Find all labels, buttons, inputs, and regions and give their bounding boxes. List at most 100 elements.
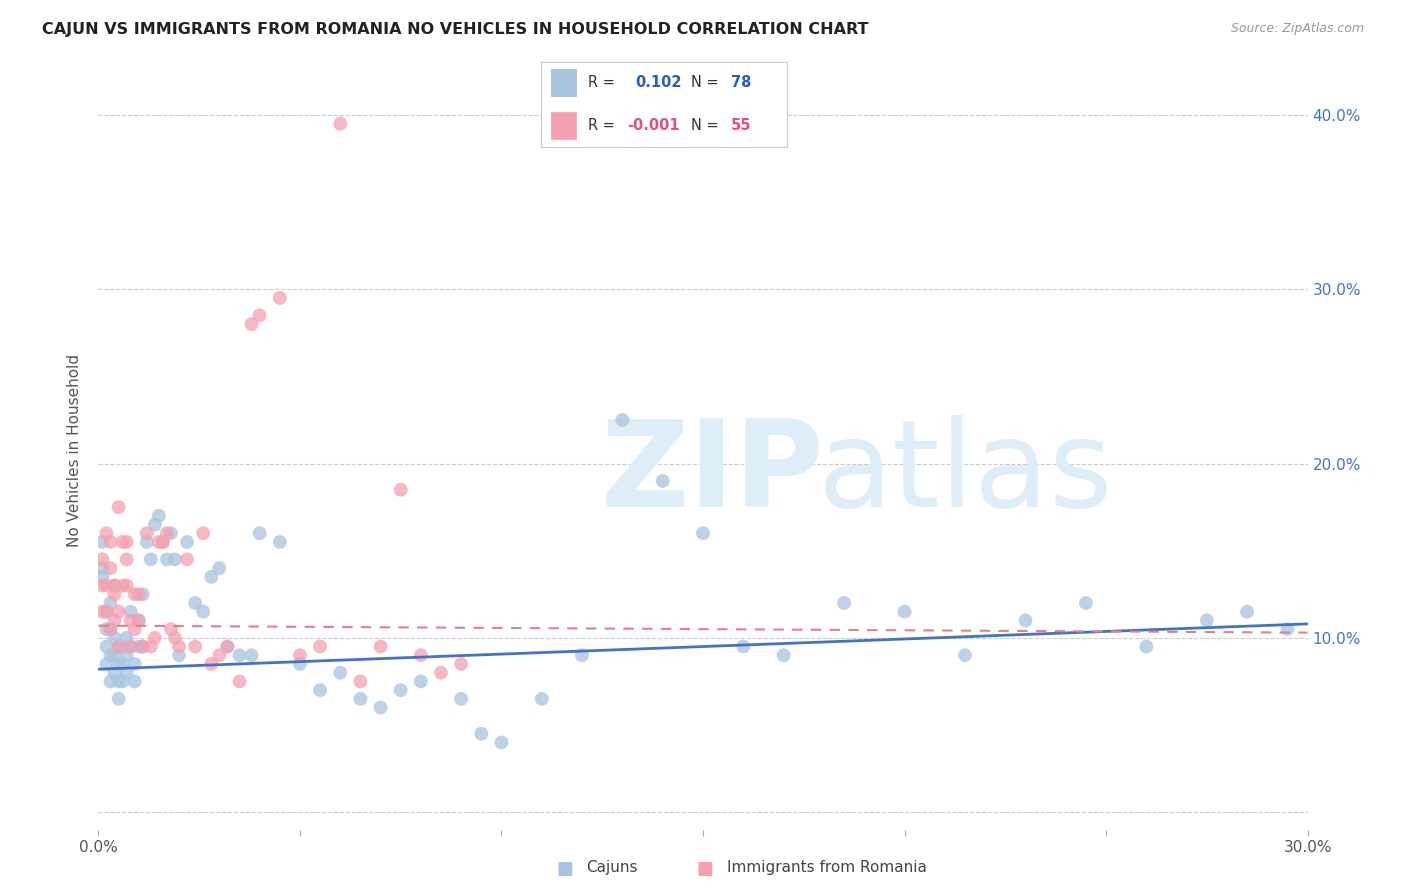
Point	[100, 622, 122, 636]
Point	[128, 614, 150, 628]
Point	[100, 561, 122, 575]
Point	[143, 517, 166, 532]
Point	[240, 648, 263, 663]
Point	[135, 526, 157, 541]
Point	[111, 640, 134, 654]
Point	[176, 535, 198, 549]
Point	[96, 605, 118, 619]
Point	[124, 587, 146, 601]
Point	[349, 691, 371, 706]
Point	[160, 622, 183, 636]
Text: atlas: atlas	[818, 415, 1114, 532]
Point	[120, 605, 142, 619]
Point	[107, 640, 129, 654]
Point	[100, 622, 122, 636]
Text: Immigrants from Romania: Immigrants from Romania	[727, 860, 927, 874]
Point	[217, 640, 239, 654]
Point	[370, 700, 392, 714]
Text: R =: R =	[588, 118, 614, 133]
Point	[249, 526, 271, 541]
Point	[409, 648, 432, 663]
Point	[96, 578, 118, 592]
Point	[470, 727, 492, 741]
Point	[103, 578, 125, 592]
Point	[772, 648, 794, 663]
Point	[107, 605, 129, 619]
Point	[115, 535, 138, 549]
Point	[1195, 614, 1218, 628]
Point	[115, 631, 138, 645]
Point	[135, 535, 157, 549]
Point	[530, 691, 553, 706]
Text: 55: 55	[731, 118, 751, 133]
Point	[103, 578, 125, 592]
Point	[288, 657, 311, 671]
Point	[107, 691, 129, 706]
Point	[163, 552, 186, 566]
Point	[1236, 605, 1258, 619]
Point	[1135, 640, 1157, 654]
Text: R =: R =	[588, 75, 614, 90]
Point	[167, 648, 190, 663]
Point	[103, 614, 125, 628]
Text: 0.102: 0.102	[636, 75, 682, 90]
Point	[832, 596, 855, 610]
Text: ZIP: ZIP	[600, 415, 824, 532]
Point	[450, 657, 472, 671]
Text: 78: 78	[731, 75, 751, 90]
Point	[120, 640, 142, 654]
Point	[692, 526, 714, 541]
Point	[120, 640, 142, 654]
Point	[132, 587, 155, 601]
Point	[103, 587, 125, 601]
Point	[893, 605, 915, 619]
Point	[91, 561, 114, 575]
Point	[124, 657, 146, 671]
Point	[124, 674, 146, 689]
Point	[100, 535, 122, 549]
Point	[389, 483, 412, 497]
Text: N =: N =	[692, 118, 718, 133]
Point	[91, 578, 114, 592]
Point	[115, 552, 138, 566]
Y-axis label: No Vehicles in Household: No Vehicles in Household	[67, 354, 83, 547]
Point	[733, 640, 755, 654]
Point	[450, 691, 472, 706]
Point	[249, 309, 271, 323]
Point	[111, 674, 134, 689]
Point	[217, 640, 239, 654]
Point	[612, 413, 634, 427]
Point	[491, 735, 513, 749]
Point	[96, 640, 118, 654]
Point	[91, 605, 114, 619]
Point	[184, 596, 207, 610]
Point	[240, 317, 263, 331]
Point	[111, 578, 134, 592]
Point	[128, 640, 150, 654]
Point	[100, 648, 122, 663]
Point	[309, 683, 332, 698]
Point	[1074, 596, 1097, 610]
Point	[1277, 622, 1299, 636]
Point	[143, 631, 166, 645]
Point	[100, 596, 122, 610]
Point	[96, 622, 118, 636]
Point	[269, 291, 291, 305]
Point	[184, 640, 207, 654]
Point	[200, 570, 222, 584]
Point	[128, 614, 150, 628]
Point	[269, 535, 291, 549]
Point	[228, 674, 250, 689]
FancyBboxPatch shape	[551, 112, 576, 139]
Point	[208, 561, 231, 575]
Point	[148, 535, 170, 549]
Point	[651, 474, 673, 488]
Point	[193, 526, 215, 541]
Point	[132, 640, 155, 654]
Text: Cajuns: Cajuns	[586, 860, 638, 874]
Text: Source: ZipAtlas.com: Source: ZipAtlas.com	[1230, 22, 1364, 36]
Point	[152, 535, 174, 549]
Point	[430, 665, 453, 680]
Point	[107, 657, 129, 671]
Text: CAJUN VS IMMIGRANTS FROM ROMANIA NO VEHICLES IN HOUSEHOLD CORRELATION CHART: CAJUN VS IMMIGRANTS FROM ROMANIA NO VEHI…	[42, 22, 869, 37]
